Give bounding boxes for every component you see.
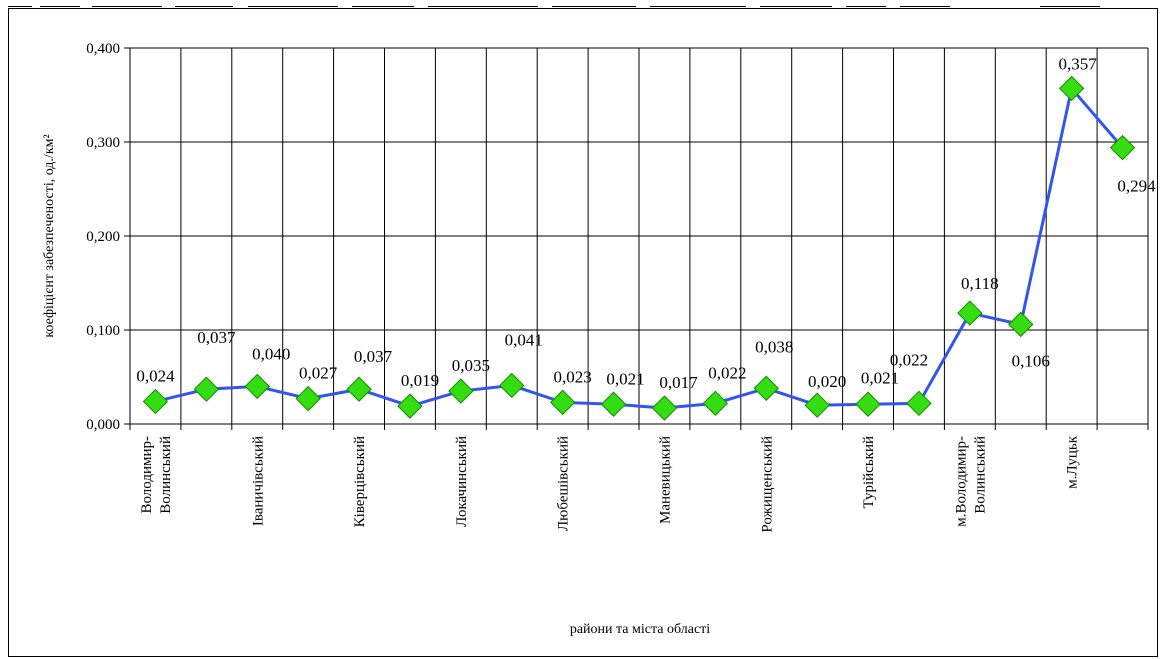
x-axis-title: райони та міста області — [570, 622, 710, 637]
x-tick-label: Волинський — [158, 436, 174, 514]
data-point-marker — [549, 389, 576, 416]
cropped-text-marks — [8, 6, 1100, 7]
data-label: 0,021 — [861, 368, 899, 387]
chart-frame — [8, 8, 1158, 657]
data-label: 0,357 — [1059, 54, 1098, 73]
x-tick-label: Волинський — [972, 436, 988, 514]
data-point-marker — [702, 390, 729, 417]
y-tick-label: 0,400 — [86, 41, 120, 57]
series-layer — [142, 75, 1136, 421]
x-tick-label: м.Володимир- — [953, 436, 969, 527]
data-point-marker — [346, 376, 372, 402]
data-label: 0,041 — [505, 330, 543, 349]
x-tick-label: Любешівський — [556, 436, 572, 531]
data-point-marker — [397, 393, 423, 419]
cropped-text-strip — [0, 0, 1160, 7]
data-label: 0,106 — [1012, 351, 1050, 370]
x-tick-label: Іваничівський — [250, 436, 266, 526]
data-label: 0,021 — [606, 369, 644, 388]
data-point-marker — [193, 376, 220, 402]
data-label: 0,118 — [961, 274, 999, 293]
data-label: 0,017 — [659, 373, 698, 392]
data-point-marker — [753, 375, 779, 401]
data-point-marker — [804, 392, 830, 418]
data-point-marker — [1058, 75, 1085, 102]
data-point-marker — [295, 385, 321, 412]
x-tick-label: м.Луцьк — [1065, 435, 1081, 488]
data-point-marker — [906, 390, 932, 417]
x-tick-label: Ківерцівський — [352, 436, 368, 527]
data-label: 0,294 — [1117, 177, 1156, 196]
grid-layer — [129, 47, 1149, 425]
data-point-marker — [142, 388, 169, 415]
data-label: 0,037 — [197, 328, 236, 347]
y-tick-label: 0,100 — [86, 323, 120, 339]
data-point-marker — [244, 373, 270, 400]
data-point-marker — [448, 378, 474, 404]
x-tick-label: Рожищенський — [759, 436, 775, 533]
data-point-marker — [499, 372, 525, 399]
data-label: 0,022 — [708, 363, 746, 382]
data-label: 0,019 — [401, 371, 439, 390]
x-tick-label: Володимир- — [139, 436, 155, 514]
data-point-marker — [600, 391, 627, 417]
data-point-marker — [855, 391, 881, 417]
data-label: 0,038 — [755, 337, 793, 356]
y-tick-label: 0,000 — [86, 417, 120, 433]
label-layer: 0,024 0,037 0,040 0,027 0,037 0,019 0,035 0,041… — [136, 54, 1156, 392]
data-label: 0,023 — [554, 367, 592, 386]
y-tick-label: 0,300 — [86, 135, 120, 151]
data-label: 0,027 — [299, 364, 338, 383]
data-label: 0,022 — [890, 350, 928, 369]
data-point-marker — [957, 300, 983, 326]
x-tick-label: Турійський — [861, 436, 877, 508]
data-label: 0,020 — [808, 372, 846, 391]
data-point-marker — [651, 395, 678, 421]
y-axis-title: коефіцієнт забезпеченості, од./км² — [42, 134, 57, 337]
x-tick-label: Маневицький — [657, 436, 673, 524]
data-label: 0,040 — [252, 344, 290, 363]
data-point-marker — [1008, 311, 1034, 338]
data-point-marker — [1109, 134, 1136, 161]
data-label: 0,037 — [354, 347, 393, 366]
data-label: 0,035 — [452, 356, 490, 375]
y-tick-label: 0,200 — [86, 229, 120, 245]
x-tick-label: Локачинський — [454, 436, 470, 527]
data-label: 0,024 — [136, 366, 175, 385]
